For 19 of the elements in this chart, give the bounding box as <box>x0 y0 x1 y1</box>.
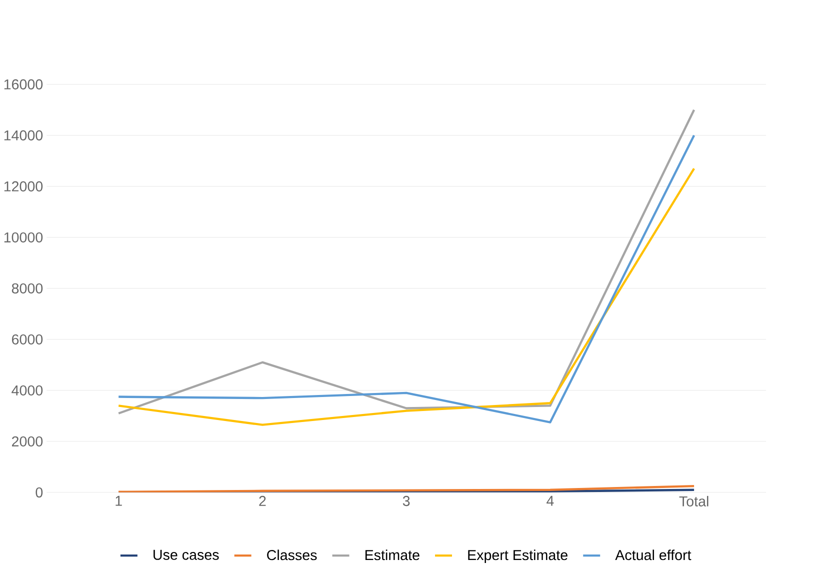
x-tick-label: 4 <box>546 496 554 506</box>
x-tick-label: 2 <box>259 496 266 506</box>
legend-label: Expert Estimate <box>468 549 568 563</box>
y-tick-label: 16000 <box>4 79 43 90</box>
x-tick-label: 3 <box>402 496 410 506</box>
x-tick-label: 1 <box>116 496 122 506</box>
x-tick-label: Total <box>679 496 708 506</box>
y-tick-label: 10000 <box>4 232 43 242</box>
y-tick-label: 6000 <box>12 334 43 344</box>
legend-label: Estimate <box>365 549 420 560</box>
legend-label: Classes <box>267 549 317 560</box>
y-tick-label: 0 <box>36 487 43 498</box>
legend-label: Use cases <box>154 550 219 560</box>
y-tick-label: 14000 <box>4 130 43 140</box>
y-tick-label: 4000 <box>12 385 43 396</box>
y-tick-label: 12000 <box>4 181 43 192</box>
legend-label: Actual effort <box>615 549 692 560</box>
y-tick-label: 8000 <box>12 283 43 294</box>
y-tick-label: 2000 <box>12 436 43 446</box>
